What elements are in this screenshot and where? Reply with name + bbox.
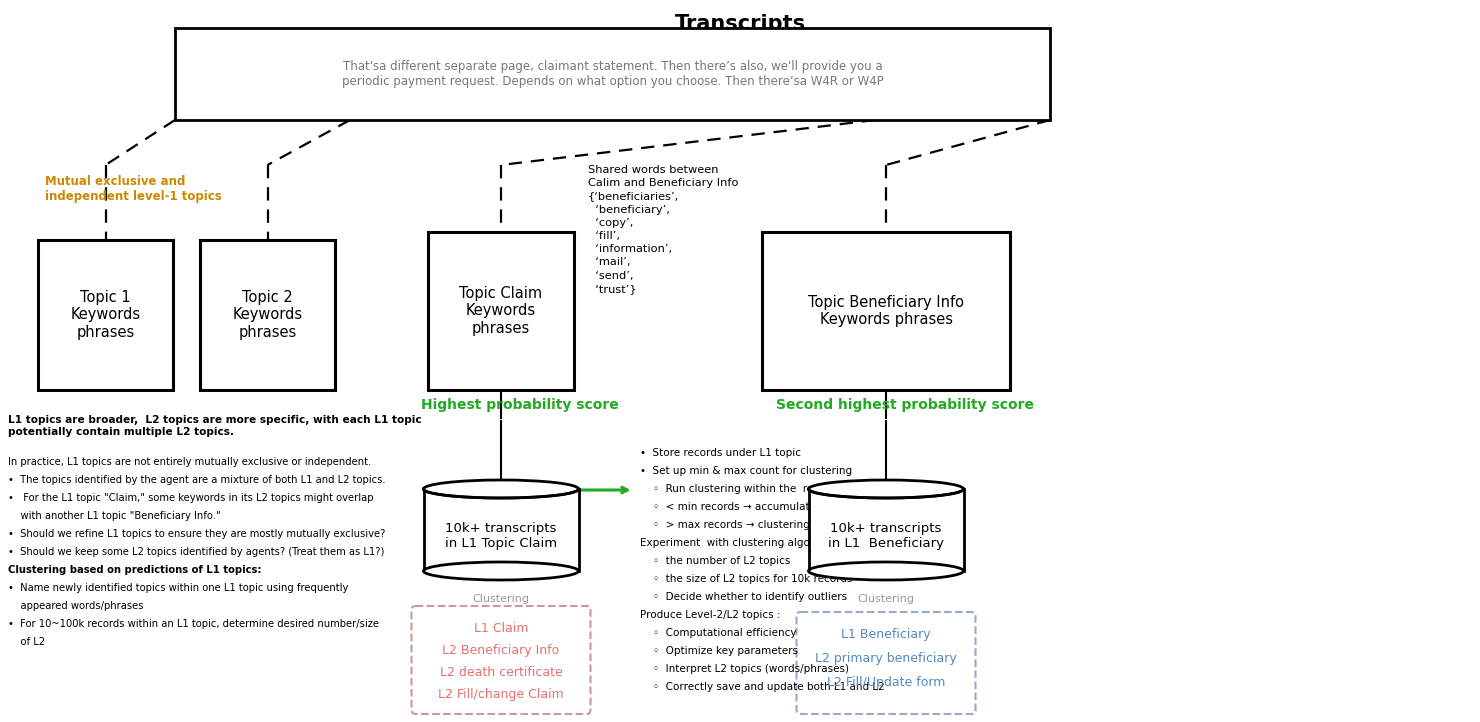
Text: ◦  the size of L2 topics for 10k records: ◦ the size of L2 topics for 10k records xyxy=(641,574,852,584)
Text: Mutual exclusive and
independent level-1 topics: Mutual exclusive and independent level-1… xyxy=(44,175,222,203)
Text: ◦  < min records → accumulate more: ◦ < min records → accumulate more xyxy=(641,502,847,512)
Text: •  Store records under L1 topic: • Store records under L1 topic xyxy=(641,448,802,458)
Bar xyxy=(38,240,173,390)
Text: ◦  Computational efficiency: ◦ Computational efficiency xyxy=(641,628,798,638)
Text: Topic Claim
Keywords
phrases: Topic Claim Keywords phrases xyxy=(459,286,543,336)
Ellipse shape xyxy=(423,480,579,498)
Text: •  The topics identified by the agent are a mixture of both L1 and L2 topics.: • The topics identified by the agent are… xyxy=(7,475,386,485)
Text: 10k+ transcripts
in L1  Beneficiary: 10k+ transcripts in L1 Beneficiary xyxy=(827,522,944,550)
Ellipse shape xyxy=(808,480,963,498)
Text: L2 Fill/change Claim: L2 Fill/change Claim xyxy=(438,688,564,701)
Bar xyxy=(175,28,1049,120)
Bar xyxy=(200,240,334,390)
Text: In practice, L1 topics are not entirely mutually exclusive or independent.: In practice, L1 topics are not entirely … xyxy=(7,457,371,467)
FancyBboxPatch shape xyxy=(411,606,591,714)
Text: Topic 2
Keywords
phrases: Topic 2 Keywords phrases xyxy=(232,290,302,340)
Text: Experiment  with clustering algorithms for:: Experiment with clustering algorithms fo… xyxy=(641,538,866,548)
Text: Clustering: Clustering xyxy=(472,594,530,604)
Text: Highest probability score: Highest probability score xyxy=(420,398,619,412)
Text: •  For 10~100k records within an L1 topic, determine desired number/size: • For 10~100k records within an L1 topic… xyxy=(7,619,379,629)
Text: L1 Beneficiary: L1 Beneficiary xyxy=(841,628,931,641)
Text: L2 Fill/Update form: L2 Fill/Update form xyxy=(827,676,946,689)
Text: •  Name newly identified topics within one L1 topic using frequently: • Name newly identified topics within on… xyxy=(7,583,348,593)
Bar xyxy=(762,232,1009,390)
Text: ◦  Interpret L2 topics (words/phrases): ◦ Interpret L2 topics (words/phrases) xyxy=(641,664,850,674)
Bar xyxy=(423,489,579,571)
Ellipse shape xyxy=(423,562,579,580)
Ellipse shape xyxy=(808,562,963,580)
Text: Clustering: Clustering xyxy=(857,594,915,604)
Text: •  Set up min & max count for clustering: • Set up min & max count for clustering xyxy=(641,466,852,476)
Text: ◦  > max records → clustering in batches: ◦ > max records → clustering in batches xyxy=(641,520,867,530)
Text: Transcripts: Transcripts xyxy=(675,14,805,34)
Text: ◦  Run clustering within the  range: ◦ Run clustering within the range xyxy=(641,484,833,494)
Text: Shared words between
Calim and Beneficiary Info
{‘beneficiaries’,
  ‘beneficiary: Shared words between Calim and Beneficia… xyxy=(588,165,739,294)
Text: •   For the L1 topic "Claim," some keywords in its L2 topics might overlap: • For the L1 topic "Claim," some keyword… xyxy=(7,493,373,503)
Text: L2 death certificate: L2 death certificate xyxy=(440,666,562,679)
Bar xyxy=(808,489,963,571)
Text: Produce Level-2/L2 topics :: Produce Level-2/L2 topics : xyxy=(641,610,781,620)
Text: 10k+ transcripts
in L1 Topic Claim: 10k+ transcripts in L1 Topic Claim xyxy=(445,522,556,550)
Text: •  Should we keep some L2 topics identified by agents? (Treat them as L1?): • Should we keep some L2 topics identifi… xyxy=(7,547,385,557)
Text: •  Should we refine L1 topics to ensure they are mostly mutually exclusive?: • Should we refine L1 topics to ensure t… xyxy=(7,529,385,539)
Text: That'sa different separate page, claimant statement. Then there’s also, we'll pr: That'sa different separate page, claiman… xyxy=(342,60,884,88)
Text: of L2: of L2 xyxy=(7,637,44,647)
Text: ◦  Correctly save and update both L1 and L2: ◦ Correctly save and update both L1 and … xyxy=(641,682,885,692)
Text: L2 Beneficiary Info: L2 Beneficiary Info xyxy=(443,644,559,657)
Text: ◦  Optimize key parameters: ◦ Optimize key parameters xyxy=(641,646,799,656)
Text: L1 topics are broader,  L2 topics are more specific, with each L1 topic
potentia: L1 topics are broader, L2 topics are mor… xyxy=(7,415,422,438)
Text: Topic Beneficiary Info
Keywords phrases: Topic Beneficiary Info Keywords phrases xyxy=(808,295,963,327)
Text: ◦  the number of L2 topics: ◦ the number of L2 topics xyxy=(641,556,790,566)
Text: Second highest probability score: Second highest probability score xyxy=(776,398,1035,412)
Text: with another L1 topic "Beneficiary Info.": with another L1 topic "Beneficiary Info.… xyxy=(7,511,221,521)
Text: ◦  Decide whether to identify outliers: ◦ Decide whether to identify outliers xyxy=(641,592,848,602)
Text: L2 primary beneficiary: L2 primary beneficiary xyxy=(815,652,958,665)
Text: Clustering based on predictions of L1 topics:: Clustering based on predictions of L1 to… xyxy=(7,565,262,575)
Bar xyxy=(428,232,574,390)
Text: Topic 1
Keywords
phrases: Topic 1 Keywords phrases xyxy=(71,290,141,340)
Text: L1 Claim: L1 Claim xyxy=(474,622,528,635)
FancyBboxPatch shape xyxy=(796,612,975,714)
Text: appeared words/phrases: appeared words/phrases xyxy=(7,601,144,611)
